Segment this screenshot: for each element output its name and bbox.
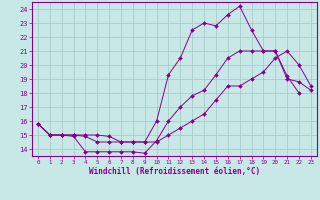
X-axis label: Windchill (Refroidissement éolien,°C): Windchill (Refroidissement éolien,°C) xyxy=(89,167,260,176)
